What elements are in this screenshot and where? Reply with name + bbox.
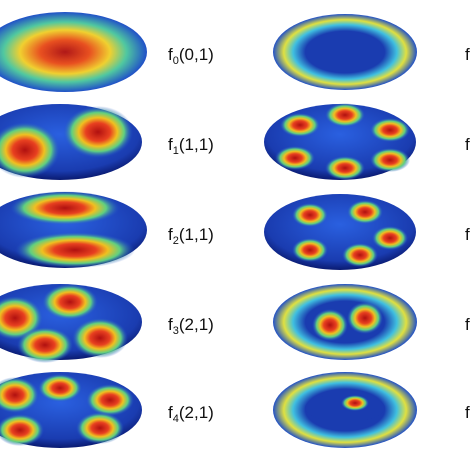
- left-column: [0, 12, 147, 448]
- mode-label: f: [465, 45, 470, 64]
- mode-shape: [0, 284, 142, 363]
- mode-label: f: [465, 225, 470, 244]
- mode-shape: [264, 103, 416, 180]
- mode-shape: [0, 104, 142, 180]
- label-args: (1,1): [179, 135, 214, 154]
- mode-shape: [273, 14, 417, 90]
- left-labels: f0(0,1)f1(1,1)f2(1,1)f3(2,1)f4(2,1): [168, 45, 214, 425]
- mode-shape: [0, 12, 147, 92]
- label-args: (0,1): [179, 45, 214, 64]
- label-subscript: 4: [173, 413, 179, 425]
- label-args: (2,1): [179, 403, 214, 422]
- label-subscript: 1: [173, 145, 179, 157]
- label-letter: f: [168, 403, 173, 422]
- right-labels: f f f f f: [465, 45, 470, 422]
- right-column: [264, 14, 417, 448]
- mode-label: f3(2,1): [168, 315, 214, 337]
- label-letter: f: [168, 45, 173, 64]
- mode-shape: [0, 191, 147, 268]
- mode-shape: [0, 372, 142, 448]
- label-args: (2,1): [179, 315, 214, 334]
- label-subscript: 0: [173, 55, 179, 67]
- label-letter: f: [168, 315, 173, 334]
- mode-label: f2(1,1): [168, 225, 214, 247]
- mode-label: f0(0,1): [168, 45, 214, 67]
- label-subscript: 3: [173, 325, 179, 337]
- label-letter: f: [168, 135, 173, 154]
- mode-label: f1(1,1): [168, 135, 214, 157]
- label-letter: f: [168, 225, 173, 244]
- label-args: (1,1): [179, 225, 214, 244]
- mode-label: f: [465, 135, 470, 154]
- mode-shape: [273, 284, 417, 360]
- mode-shape: [273, 372, 417, 448]
- mode-label: f: [465, 403, 470, 422]
- mode-shape: [264, 194, 416, 270]
- label-subscript: 2: [173, 235, 179, 247]
- mode-label: f: [465, 315, 470, 334]
- mode-label: f4(2,1): [168, 403, 214, 425]
